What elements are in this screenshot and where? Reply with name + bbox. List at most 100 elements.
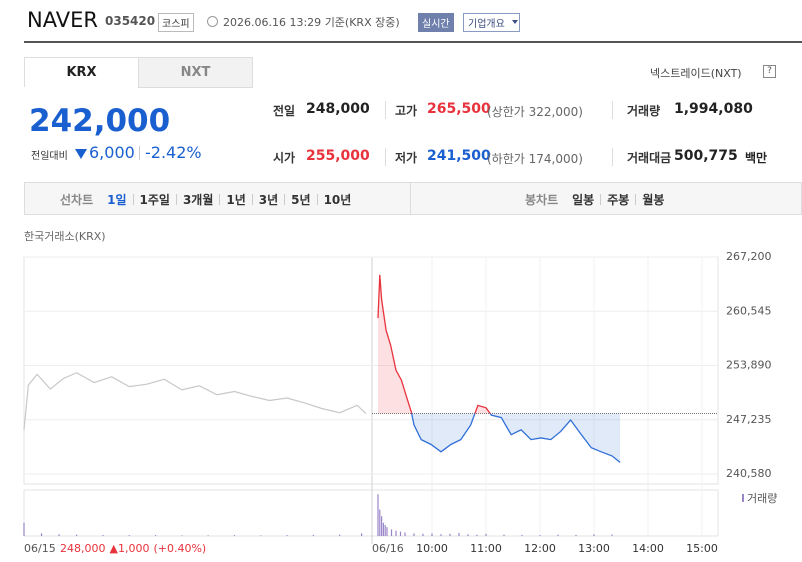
stat-value: 500,775	[674, 148, 738, 164]
candle-period-group: 봉차트 일봉 주봉 월봉	[525, 191, 664, 208]
chart-source: 한국거래소(KRX)	[24, 230, 106, 243]
area-up	[378, 274, 621, 414]
volume-bar	[377, 494, 379, 536]
separator	[139, 146, 140, 160]
stat-label: 고가	[395, 104, 418, 118]
volume-bar	[286, 535, 288, 536]
volume-legend-swatch	[742, 494, 744, 502]
stat-unit: 백만	[745, 151, 768, 165]
period-button[interactable]: 1주일	[139, 193, 170, 207]
change-amount: 6,000	[89, 143, 135, 162]
volume-bar	[384, 525, 386, 536]
separator	[316, 194, 318, 205]
stat-value: 248,000	[306, 101, 370, 117]
separator	[635, 194, 637, 205]
volume-bar	[503, 534, 505, 536]
stat-label: 거래량	[627, 104, 661, 118]
line-down	[410, 413, 621, 463]
volume-bar	[339, 534, 341, 536]
y-tick-label: 247,235	[726, 413, 772, 426]
prev-close-info: 248,000 ▲1,000 (+0.40%)	[60, 542, 206, 555]
separator	[612, 148, 613, 166]
volume-bar	[40, 533, 43, 536]
period-group-label: 봉차트	[525, 193, 559, 207]
volume-bar	[575, 534, 577, 536]
volume-bar	[386, 527, 388, 536]
volume-bar	[23, 522, 25, 536]
volume-bar	[440, 534, 442, 536]
volume-bar	[181, 535, 183, 536]
change-rate: -2.42%	[145, 143, 202, 162]
stat-label: 저가	[395, 151, 418, 165]
volume-bar	[260, 535, 262, 536]
separator	[219, 194, 221, 205]
volume-bar	[361, 533, 363, 536]
dropdown-arrow	[512, 20, 518, 27]
x-tick-label: 11:00	[470, 542, 502, 555]
volume-bar	[413, 533, 415, 536]
header-rule	[24, 41, 802, 43]
prev-close: 248,000	[60, 542, 106, 555]
current-price: 242,000	[29, 103, 171, 139]
day-label: 06/16	[372, 542, 404, 555]
company-info-button[interactable]: 기업개요	[463, 13, 520, 32]
volume-panel	[23, 489, 719, 537]
separator	[600, 194, 602, 205]
volume-bar	[467, 534, 469, 536]
stock-name: NAVER	[27, 8, 98, 32]
stat-label: 거래대금	[627, 151, 672, 165]
volume-bar	[233, 535, 236, 536]
period-button[interactable]: 10년	[323, 193, 352, 207]
volume-bar	[449, 533, 451, 536]
stat-label: 전일	[273, 104, 296, 118]
volume-bar	[431, 533, 433, 536]
prev-change: ▲1,000	[110, 542, 150, 555]
stock-code: 035420	[105, 14, 156, 28]
separator	[612, 101, 613, 119]
market-badge: 코스피	[158, 13, 194, 32]
y-tick-label: 267,200	[726, 250, 772, 263]
prev-change_rate: (+0.40%)	[153, 542, 206, 555]
y-tick-label: 260,545	[726, 304, 772, 317]
area-down	[378, 413, 621, 463]
volume-bar	[154, 535, 157, 536]
period-button[interactable]: 월봉	[642, 193, 665, 207]
x-tick-label: 13:00	[578, 542, 610, 555]
period-group-label: 선차트	[60, 193, 94, 207]
period-button[interactable]: 3개월	[182, 193, 214, 207]
period-button[interactable]: 1일	[107, 193, 127, 207]
volume-bar	[458, 532, 460, 536]
x-tick-label: 14:00	[632, 542, 664, 555]
tab-nxt[interactable]: NXT	[138, 57, 253, 88]
volume-bar	[312, 534, 314, 536]
volume-bar	[390, 529, 393, 536]
stat-label: 시가	[273, 151, 296, 165]
change-label: 전일대비	[31, 151, 68, 162]
volume-bar	[476, 534, 478, 536]
period-button[interactable]: 일봉	[572, 193, 595, 207]
volume-bar	[485, 533, 487, 536]
realtime-badge[interactable]: 실시간	[418, 13, 454, 32]
day-label: 06/15	[24, 542, 56, 555]
stat-value: 1,994,080	[674, 101, 753, 117]
y-tick-label: 240,580	[726, 467, 772, 480]
x-tick-label: 10:00	[416, 542, 448, 555]
stat-value: 255,000	[306, 148, 370, 164]
x-tick-label: 15:00	[686, 542, 718, 555]
separator	[410, 183, 411, 214]
period-button[interactable]: 1년	[226, 193, 246, 207]
help-icon[interactable]: ?	[763, 65, 776, 78]
datetime-text: 2026.06.16 13:29	[223, 16, 322, 29]
nxt-link[interactable]: 넥스트레이드(NXT)	[650, 67, 742, 80]
period-button[interactable]: 3년	[258, 193, 279, 207]
volume-bar	[58, 534, 60, 536]
period-button[interactable]: 5년	[291, 193, 311, 207]
period-button[interactable]: 주봉	[607, 193, 630, 207]
stat-value: 241,500	[427, 148, 491, 164]
stat-note: (하한가 174,000)	[487, 152, 583, 166]
stat-value: 265,500	[427, 101, 491, 117]
volume-bar	[399, 531, 402, 536]
volume-legend: 거래량	[747, 492, 777, 505]
